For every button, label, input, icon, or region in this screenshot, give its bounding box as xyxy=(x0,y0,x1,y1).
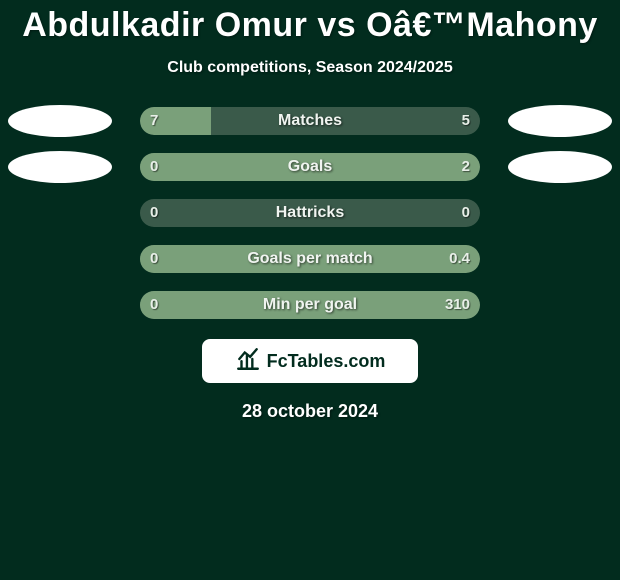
stat-bar-track xyxy=(140,153,480,181)
date-text: 28 october 2024 xyxy=(0,401,620,422)
stat-value-right: 0 xyxy=(462,199,470,227)
stat-bar-track xyxy=(140,199,480,227)
stat-value-right: 0.4 xyxy=(449,245,470,273)
stat-row: 00Hattricks xyxy=(0,199,620,227)
stat-bar-track xyxy=(140,291,480,319)
stat-row: 02Goals xyxy=(0,153,620,181)
stat-bar-track xyxy=(140,107,480,135)
stat-bar-right-fill xyxy=(140,245,480,273)
stat-value-left: 7 xyxy=(150,107,158,135)
page-subtitle: Club competitions, Season 2024/2025 xyxy=(0,59,620,77)
player-oval-right xyxy=(508,151,612,183)
stat-value-left: 0 xyxy=(150,153,158,181)
logo-text: FcTables.com xyxy=(267,351,386,372)
stat-value-right: 5 xyxy=(462,107,470,135)
player-oval-right xyxy=(508,105,612,137)
stat-bar-right-fill xyxy=(140,153,480,181)
stat-value-left: 0 xyxy=(150,199,158,227)
player-oval-left xyxy=(8,105,112,137)
stat-value-left: 0 xyxy=(150,245,158,273)
player-oval-left xyxy=(8,151,112,183)
chart-icon xyxy=(235,346,261,377)
stat-row: 0310Min per goal xyxy=(0,291,620,319)
stats-container: 75Matches02Goals00Hattricks00.4Goals per… xyxy=(0,107,620,319)
logo-badge: FcTables.com xyxy=(202,339,418,383)
stat-value-left: 0 xyxy=(150,291,158,319)
page-title: Abdulkadir Omur vs Oâ€™Mahony xyxy=(0,0,620,45)
stat-bar-right-fill xyxy=(140,291,480,319)
stat-value-right: 2 xyxy=(462,153,470,181)
stat-row: 75Matches xyxy=(0,107,620,135)
stat-value-right: 310 xyxy=(445,291,470,319)
stat-bar-track xyxy=(140,245,480,273)
stat-row: 00.4Goals per match xyxy=(0,245,620,273)
